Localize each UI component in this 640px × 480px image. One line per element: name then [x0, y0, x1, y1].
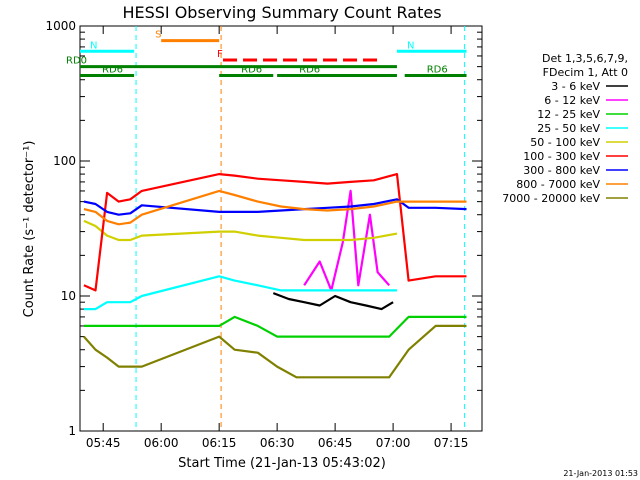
legend-item-label: 6 - 12 keV [544, 94, 600, 107]
series-line [83, 324, 467, 379]
y-axis-label: Count Rate (s⁻¹ detector⁻¹) [22, 141, 37, 318]
series-line [272, 292, 394, 311]
legend-item-label: 50 - 100 keV [530, 136, 600, 149]
y-tick-label: 1 [68, 424, 76, 438]
legend-item-label: 7000 - 20000 keV [502, 192, 600, 205]
state-bar-label: RD6 [427, 64, 448, 75]
state-bar-label: RD6 [102, 64, 123, 75]
x-tick-label: 05:45 [86, 436, 121, 450]
state-bars: S N N F RD0 RD6 RD6 RD6 RD6 [66, 30, 467, 77]
legend-header-line-1: Det 1,3,5,6,7,9, [542, 52, 628, 65]
chart-title: HESSI Observing Summary Count Rates [122, 3, 441, 22]
y-tick-label: 100 [53, 154, 76, 168]
state-bar-label: N [90, 40, 97, 51]
x-tick-label: 07:15 [434, 436, 469, 450]
state-bar-label: N [407, 40, 414, 51]
y-tick-label: 1000 [45, 19, 76, 33]
y-tick-label: 10 [61, 289, 76, 303]
state-bar-label: RD0 [66, 56, 87, 67]
series-line [303, 189, 391, 292]
state-bar-label: RD6 [241, 64, 262, 75]
axis-ticks: 05:45 06:00 06:15 06:30 06:45 07:00 07:15 1 10 10… [45, 19, 482, 450]
series-line [83, 189, 467, 226]
series-line [83, 219, 398, 242]
x-axis-label: Start Time (21-Jan-13 05:43:02) [178, 456, 386, 471]
plot-area [79, 25, 483, 432]
legend-item-label: 100 - 300 keV [523, 150, 600, 163]
x-tick-label: 07:00 [376, 436, 411, 450]
state-bar-label: F [217, 49, 223, 60]
series-line [83, 275, 397, 311]
legend-item-label: 25 - 50 keV [537, 122, 600, 135]
footer-date: 21-Jan-2013 01:53 [563, 469, 638, 478]
x-tick-label: 06:45 [318, 436, 353, 450]
vertical-markers [135, 26, 466, 431]
data-series [83, 173, 467, 379]
series-line [83, 315, 467, 338]
legend-item-label: 300 - 800 keV [523, 164, 600, 177]
x-tick-label: 06:15 [202, 436, 237, 450]
legend-item-label: 800 - 7000 keV [516, 178, 600, 191]
legend-item-label: 3 - 6 keV [551, 80, 600, 93]
state-bar-label: S [155, 30, 161, 41]
legend-item-label: 12 - 25 keV [537, 108, 600, 121]
x-tick-label: 06:30 [260, 436, 295, 450]
x-tick-label: 06:00 [144, 436, 179, 450]
state-bar-label: RD6 [299, 64, 320, 75]
series-line [83, 173, 467, 292]
legend-header-line-2: FDecim 1, Att 0 [543, 66, 628, 79]
